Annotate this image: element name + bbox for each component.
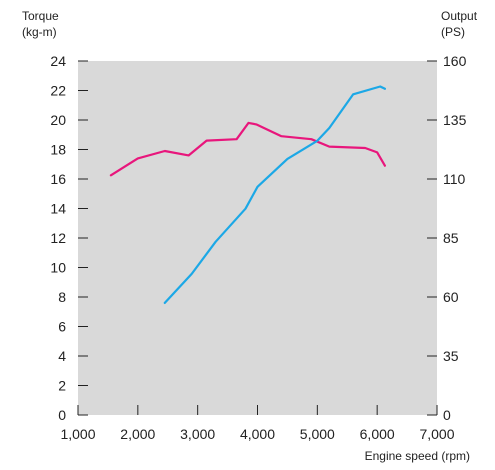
right-tick-label: 135: [443, 112, 467, 128]
left-tick-label: 8: [58, 289, 66, 305]
right-tick-label: 110: [443, 171, 466, 187]
left-axis-title-line2: (kg-m): [22, 25, 57, 39]
left-tick-label: 24: [50, 53, 66, 69]
left-tick-label: 6: [58, 319, 66, 335]
series-layer: [109, 85, 386, 304]
right-tick-label: 160: [443, 53, 467, 69]
right-tick-label: 60: [443, 289, 459, 305]
left-tick-label: 22: [50, 83, 66, 99]
output-series-line: [163, 85, 386, 304]
right-tick-label: 35: [443, 348, 459, 364]
plot-area: [78, 61, 437, 415]
x-tick-label: 7,000: [419, 426, 454, 442]
x-axis-ticks: 1,000 2,000 3,000 4,000 5,000 6,000 7,000: [60, 405, 455, 442]
x-tick-label: 5,000: [300, 426, 335, 442]
left-tick-label: 4: [58, 348, 66, 364]
left-tick-label: 20: [50, 112, 66, 128]
left-tick-label: 18: [50, 142, 66, 158]
x-tick-label: 2,000: [120, 426, 155, 442]
x-tick-label: 6,000: [360, 426, 395, 442]
left-tick-label: 16: [50, 171, 66, 187]
right-axis-title-line1: Output: [441, 9, 478, 23]
x-tick-label: 3,000: [180, 426, 215, 442]
right-axis-ticks: 0 35 60 85 110 135 160: [427, 53, 467, 423]
left-axis-title-line1: Torque: [22, 9, 59, 23]
left-tick-label: 2: [58, 378, 66, 394]
right-tick-label: 0: [443, 407, 451, 423]
torque-series-line: [109, 121, 386, 177]
left-tick-label: 12: [50, 230, 66, 246]
x-axis-title: Engine speed (rpm): [365, 449, 470, 463]
x-tick-label: 1,000: [60, 426, 95, 442]
left-tick-label: 10: [50, 260, 66, 276]
left-tick-label: 14: [50, 201, 66, 217]
right-tick-label: 85: [443, 230, 459, 246]
right-axis-title-line2: (PS): [441, 25, 465, 39]
x-tick-label: 4,000: [240, 426, 275, 442]
left-tick-label: 0: [58, 407, 66, 423]
